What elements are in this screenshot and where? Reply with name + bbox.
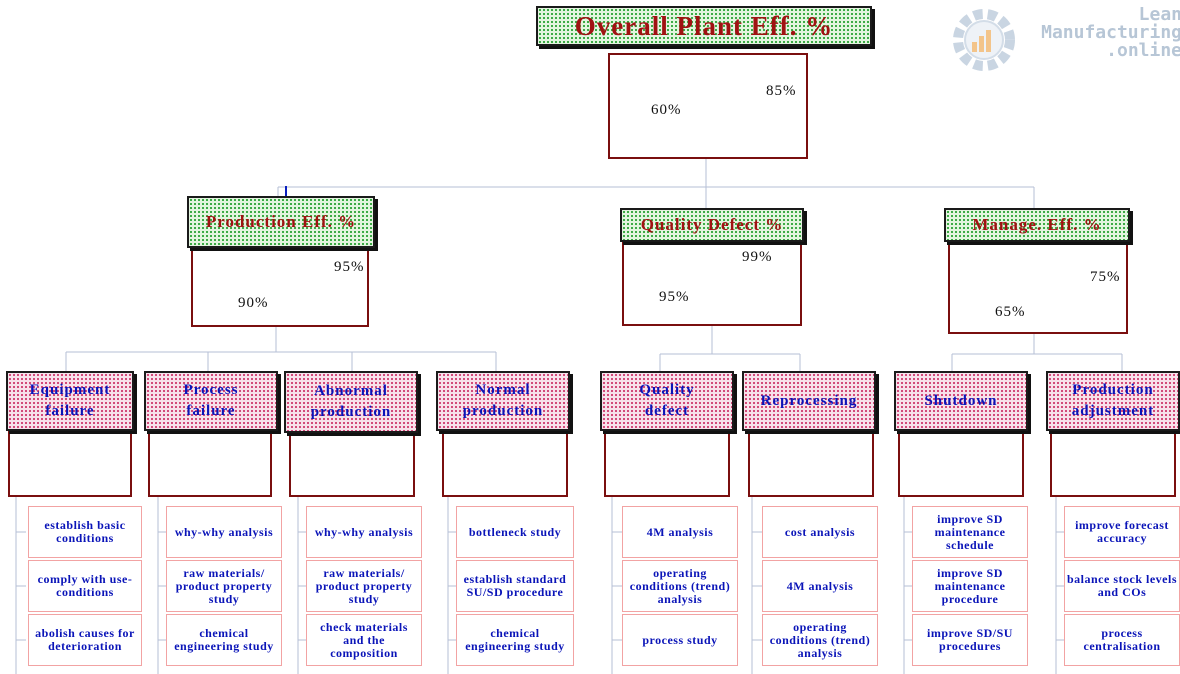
- action-item: improve forecast accuracy: [1064, 506, 1180, 558]
- leaf-category-title: Quality defect: [600, 371, 734, 431]
- action-item: why-why analysis: [166, 506, 282, 558]
- leaf-title-line-2: production: [310, 404, 392, 420]
- action-item: 4M analysis: [622, 506, 738, 558]
- manage-from-value: 65%: [995, 304, 1026, 320]
- logo-line-2: Manufacturing: [1041, 22, 1180, 43]
- top-kpi-trend-box: [608, 53, 808, 159]
- action-item: chemical engineering study: [456, 614, 574, 666]
- leaf-category-title: Abnormal production: [284, 371, 418, 433]
- manage-trend-box: [948, 240, 1128, 334]
- leaf-title-line-2: production: [462, 403, 544, 419]
- top-to-value: 85%: [766, 83, 797, 99]
- logo-wordmark: Lean Manufacturing .online: [1026, 6, 1180, 60]
- leaf-trend-box: [898, 429, 1024, 497]
- leaf-trend-box: [289, 429, 415, 497]
- action-item: check materials and the composition: [306, 614, 422, 666]
- action-item: why-why analysis: [306, 506, 422, 558]
- leaf-category-title: Normal production: [436, 371, 570, 431]
- action-item: establish standard SU/SD procedure: [456, 560, 574, 612]
- quality-to-value: 99%: [742, 249, 773, 265]
- quality-from-value: 95%: [659, 289, 690, 305]
- leaf-title-line-2: defect: [644, 403, 690, 419]
- manage-eff-title: Manage. Eff. %: [944, 208, 1130, 242]
- leaf-title-line-1: Abnormal: [314, 383, 388, 399]
- leaf-title-line-1: Equipment: [29, 382, 111, 398]
- logo-line-1: Lean: [1138, 4, 1180, 25]
- logo-line-3: .online: [1106, 40, 1180, 61]
- action-item: cost analysis: [762, 506, 878, 558]
- manage-to-value: 75%: [1090, 269, 1121, 285]
- action-item: abolish causes for deterioration: [28, 614, 142, 666]
- quality-trend-box: [622, 240, 802, 326]
- leaf-category-title: Process failure: [144, 371, 278, 431]
- leaf-trend-box: [442, 429, 568, 497]
- leaf-title-line-1: Normal: [475, 382, 531, 398]
- action-item: comply with use-conditions: [28, 560, 142, 612]
- action-item: operating conditions (trend) analysis: [622, 560, 738, 612]
- action-item: raw materials/ product property study: [166, 560, 282, 612]
- action-item: 4M analysis: [762, 560, 878, 612]
- top-kpi-title: Overall Plant Eff. %: [536, 6, 872, 46]
- action-item: operating conditions (trend) analysis: [762, 614, 878, 666]
- leaf-trend-box: [8, 429, 132, 497]
- action-item: chemical engineering study: [166, 614, 282, 666]
- action-item: balance stock levels and COs: [1064, 560, 1180, 612]
- leaf-trend-box: [748, 429, 874, 497]
- leaf-category-title: Equipment failure: [6, 371, 134, 431]
- leaf-title-line-2: failure: [186, 403, 236, 419]
- leaf-title-line-1: Process: [183, 382, 239, 398]
- top-from-value: 60%: [651, 102, 682, 118]
- action-item: bottleneck study: [456, 506, 574, 558]
- action-item: process study: [622, 614, 738, 666]
- leaf-category-title: Production adjustment: [1046, 371, 1180, 431]
- leaf-trend-box: [148, 429, 272, 497]
- action-item: establish basic conditions: [28, 506, 142, 558]
- leaf-trend-box: [604, 429, 730, 497]
- leaf-category-title: Reprocessing: [742, 371, 876, 431]
- quality-defect-title: Quality Defect %: [620, 208, 804, 242]
- logo-gear-icon: [953, 9, 1015, 71]
- leaf-title-line-2: failure: [45, 403, 95, 419]
- action-item: improve SD/SU procedures: [912, 614, 1028, 666]
- leaf-title-line-1: Shutdown: [924, 392, 998, 409]
- action-item: raw materials/ product property study: [306, 560, 422, 612]
- leaf-title-line-1: Production: [1072, 382, 1154, 398]
- leaf-title-line-2: adjustment: [1071, 403, 1155, 419]
- action-item: improve SD maintenance schedule: [912, 506, 1028, 558]
- action-item: improve SD maintenance procedure: [912, 560, 1028, 612]
- production-to-value: 95%: [334, 259, 365, 275]
- leaf-title-line-1: Reprocessing: [760, 392, 858, 409]
- action-item: process centralisation: [1064, 614, 1180, 666]
- leaf-category-title: Shutdown: [894, 371, 1028, 431]
- production-from-value: 90%: [238, 295, 269, 311]
- production-eff-title: Production Eff. %: [187, 196, 375, 248]
- leaf-title-line-1: Quality: [639, 382, 695, 398]
- leaf-trend-box: [1050, 429, 1176, 497]
- production-trend-box: [191, 245, 369, 327]
